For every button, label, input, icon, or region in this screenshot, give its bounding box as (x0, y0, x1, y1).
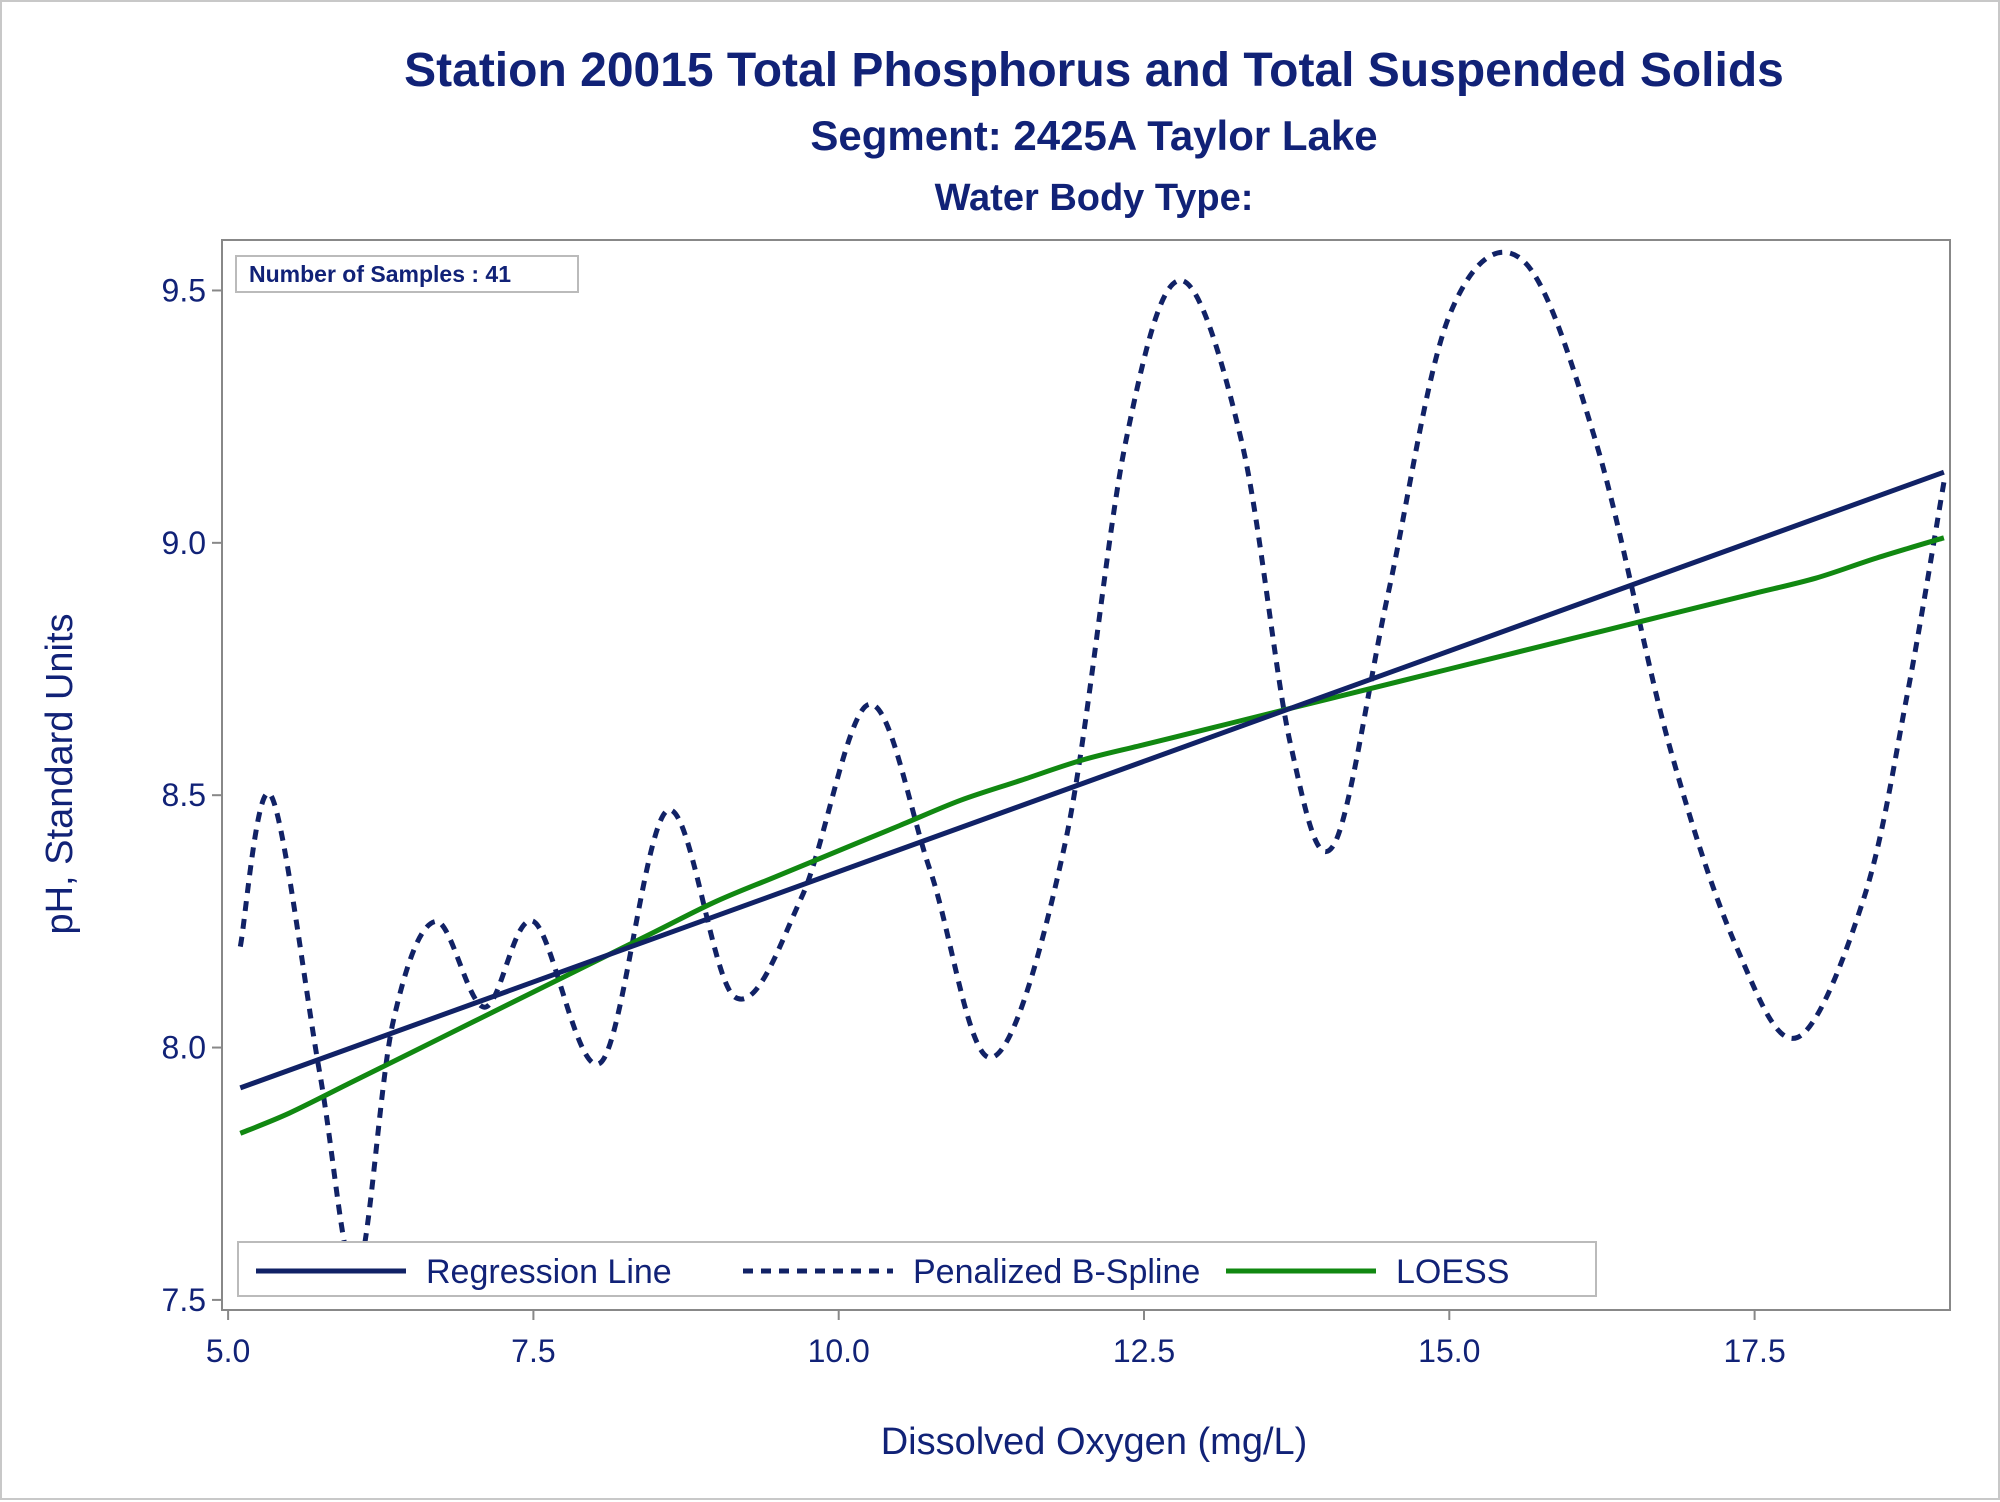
x-axis-label: Dissolved Oxygen (mg/L) (881, 1421, 1308, 1463)
penalized-b-spline (237, 249, 1947, 1278)
regression-line (239, 469, 1945, 1091)
loess-line (239, 535, 1945, 1136)
y-tick-label: 7.5 (162, 1282, 206, 1318)
y-axis: 7.5 8.0 8.5 9.0 9.5 (162, 272, 222, 1318)
y-tick-label: 9.5 (162, 272, 206, 308)
y-axis-label: pH, Standard Units (39, 613, 81, 934)
chart-subtitle-2: Water Body Type: (935, 177, 1254, 219)
plot-area (221, 239, 1951, 1311)
legend-label-loess-line: LOESS (1396, 1253, 1509, 1291)
y-tick-label: 8.5 (162, 777, 206, 813)
y-tick-label: 9.0 (162, 525, 206, 561)
x-tick-label: 5.0 (206, 1333, 250, 1369)
chart-subtitle: Segment: 2425A Taylor Lake (810, 112, 1377, 159)
x-tick-label: 15.0 (1418, 1333, 1480, 1369)
series-layer (237, 249, 1947, 1278)
chart-title: Station 20015 Total Phosphorus and Total… (404, 44, 1784, 97)
legend-label-penalized-b-spline: Penalized B-Spline (913, 1253, 1200, 1291)
x-tick-label: 10.0 (808, 1333, 870, 1369)
y-tick-label: 8.0 (162, 1030, 206, 1066)
x-tick-label: 12.5 (1113, 1333, 1175, 1369)
sample-count-box: Number of Samples : 41 (235, 255, 579, 293)
x-tick-label: 17.5 (1723, 1333, 1785, 1369)
legend-label-regression-line: Regression Line (426, 1253, 672, 1291)
x-tick-label: 7.5 (511, 1333, 555, 1369)
titles: Station 20015 Total Phosphorus and Total… (404, 44, 1784, 219)
sample-count-text: Number of Samples : 41 (249, 261, 511, 287)
sample-count-border (235, 255, 579, 293)
legend: Regression Line Penalized B-Spline LOESS (237, 1241, 1597, 1297)
x-axis: 5.0 7.5 10.0 12.5 15.0 17.5 (206, 1310, 1786, 1369)
